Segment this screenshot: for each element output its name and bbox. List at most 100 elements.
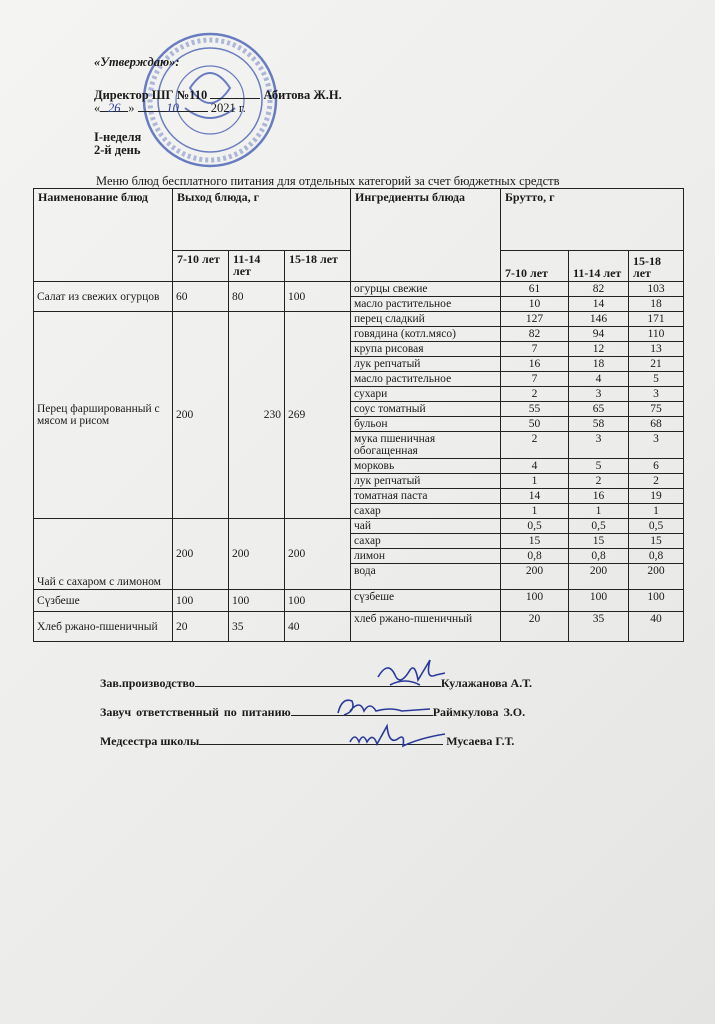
dish-yield: 60 — [172, 281, 229, 312]
approval-date: «26» 10 2021 г. — [94, 101, 246, 115]
dish-name: Чай с сахаром с лимоном — [33, 518, 173, 590]
signature-name: Раймкулова З.О. — [432, 705, 526, 719]
ingredient-gross: 110 — [628, 326, 684, 342]
ingredient-gross: 58 — [568, 416, 629, 432]
ingredient-gross: 200 — [568, 563, 629, 590]
ingredient-name: томатная паста — [350, 488, 501, 504]
signature-mark — [377, 659, 446, 686]
header-age: 15-18 лет — [284, 250, 351, 282]
ingredient-gross: 3 — [628, 386, 684, 402]
dish-yield: 100 — [284, 281, 351, 312]
ingredient-gross: 15 — [628, 533, 684, 549]
table-row: крупа рисовая 7 12 13 — [34, 341, 684, 357]
ingredient-gross: 103 — [628, 281, 684, 297]
ingredient-gross: 21 — [628, 356, 684, 372]
director-name: Абитова Ж.Н. — [263, 88, 342, 102]
ingredient-gross: 18 — [628, 296, 684, 312]
approval-label: «Утверждаю»: — [94, 55, 180, 69]
table-row: соус томатный 55 65 75 — [34, 401, 684, 417]
dish-yield: 230 — [228, 311, 285, 519]
date-month: 10 — [137, 101, 208, 115]
table-row: мука пшеничная обогащенная 2 3 3 — [34, 431, 684, 459]
ingredient-name: лук репчатый — [350, 356, 501, 372]
ingredient-gross: 3 — [628, 431, 684, 459]
ingredient-gross: 7 — [500, 341, 569, 357]
table-row: Перец фаршированный с мясом и рисом 200 23… — [33, 311, 684, 519]
signature-role: Медсестра школы — [100, 734, 200, 748]
ingredient-gross: 1 — [500, 473, 569, 489]
document-title: Меню блюд бесплатного питания для отдель… — [96, 174, 560, 188]
ingredient-gross: 146 — [568, 311, 629, 327]
ingredient-gross: 94 — [568, 326, 629, 342]
ingredient-name: хлеб ржано-пшеничный — [350, 611, 501, 642]
dish-yield: 100 — [284, 589, 351, 612]
table-row: масло растительное 7 4 5 — [34, 371, 684, 387]
ingredient-gross: 6 — [628, 458, 684, 474]
date-year: 2021 г. — [210, 101, 246, 115]
date-day: 26 — [100, 101, 129, 115]
dish-name: Хлеб ржано-пшеничный — [33, 611, 173, 642]
table-row: Сүзбеше 100 100 100 сүзбеше 100 100 100 — [33, 589, 684, 612]
ingredient-gross: 127 — [500, 311, 569, 327]
ingredient-gross: 14 — [568, 296, 629, 312]
signature-name: Мусаева Г.Т. — [446, 734, 515, 748]
dish-yield: 40 — [284, 611, 351, 642]
ingredient-name: масло растительное — [350, 371, 501, 387]
ingredient-name: огурцы свежие — [350, 281, 501, 297]
ingredient-name: лимон — [350, 548, 501, 564]
ingredient-name: мука пшеничная обогащенная — [350, 431, 501, 459]
dish-name: Сүзбеше — [33, 589, 173, 612]
ingredient-gross: 82 — [568, 281, 629, 297]
signature-row: Завуч ответственный по питанию Раймкулова… — [100, 705, 525, 720]
ingredient-gross: 100 — [568, 589, 629, 612]
ingredient-gross: 4 — [568, 371, 629, 387]
ingredient-gross: 2 — [628, 473, 684, 489]
ingredient-name: говядина (котл.мясо) — [350, 326, 501, 342]
ingredient-gross: 0,5 — [500, 518, 569, 534]
table-row: бульон 50 58 68 — [34, 416, 684, 432]
dish-yield: 80 — [228, 281, 285, 312]
ingredient-name: сүзбеше — [350, 589, 501, 612]
table-row: лук репчатый 16 18 21 — [34, 356, 684, 372]
ingredient-name: вода — [350, 563, 501, 590]
ingredient-gross: 20 — [500, 611, 569, 642]
ingredient-gross: 2 — [500, 386, 569, 402]
header-yield: Выход блюда, г — [172, 188, 351, 251]
signature-mark — [349, 723, 446, 748]
dish-yield: 200 — [228, 518, 285, 590]
header-age: 11-14 лет — [228, 250, 285, 282]
director-line: Директор ШГ №110 Абитова Ж.Н. — [94, 88, 342, 103]
ingredient-name: чай — [350, 518, 501, 534]
table-row: Хлеб ржано-пшеничный 20 35 40 хлеб ржано-пше… — [33, 611, 684, 642]
header-age: 7-10 лет — [172, 250, 229, 282]
menu-table: Наименование блюд Выход блюда, г Ингреди… — [33, 188, 684, 642]
dish-name: Салат из свежих огурцов — [33, 281, 173, 312]
dish-yield: 100 — [172, 589, 229, 612]
ingredient-gross: 61 — [500, 281, 569, 297]
ingredient-gross: 100 — [500, 589, 569, 612]
ingredient-gross: 19 — [628, 488, 684, 504]
day-label: 2-й день — [94, 143, 141, 157]
ingredient-name: перец сладкий — [350, 311, 501, 327]
ingredient-gross: 0,8 — [500, 548, 569, 564]
ingredient-gross: 1 — [628, 503, 684, 519]
table-row: вода 200 200 200 — [34, 563, 684, 590]
header-age: 15-18 лет — [628, 250, 684, 282]
ingredient-gross: 0,5 — [568, 518, 629, 534]
ingredient-gross: 10 — [500, 296, 569, 312]
ingredient-gross: 3 — [568, 386, 629, 402]
signature-row: Медсестра школы Мусаева Г.Т. — [100, 734, 514, 749]
ingredient-gross: 200 — [628, 563, 684, 590]
ingredient-name: сухари — [350, 386, 501, 402]
header-age: 7-10 лет — [500, 250, 569, 282]
ingredient-gross: 40 — [628, 611, 684, 642]
ingredient-gross: 5 — [628, 371, 684, 387]
ingredient-gross: 0,8 — [628, 548, 684, 564]
week-label: I-неделя — [94, 130, 142, 144]
ingredient-gross: 2 — [500, 431, 569, 459]
ingredient-gross: 65 — [568, 401, 629, 417]
ingredient-gross: 35 — [568, 611, 629, 642]
ingredient-gross: 4 — [500, 458, 569, 474]
ingredient-gross: 0,8 — [568, 548, 629, 564]
ingredient-gross: 50 — [500, 416, 569, 432]
